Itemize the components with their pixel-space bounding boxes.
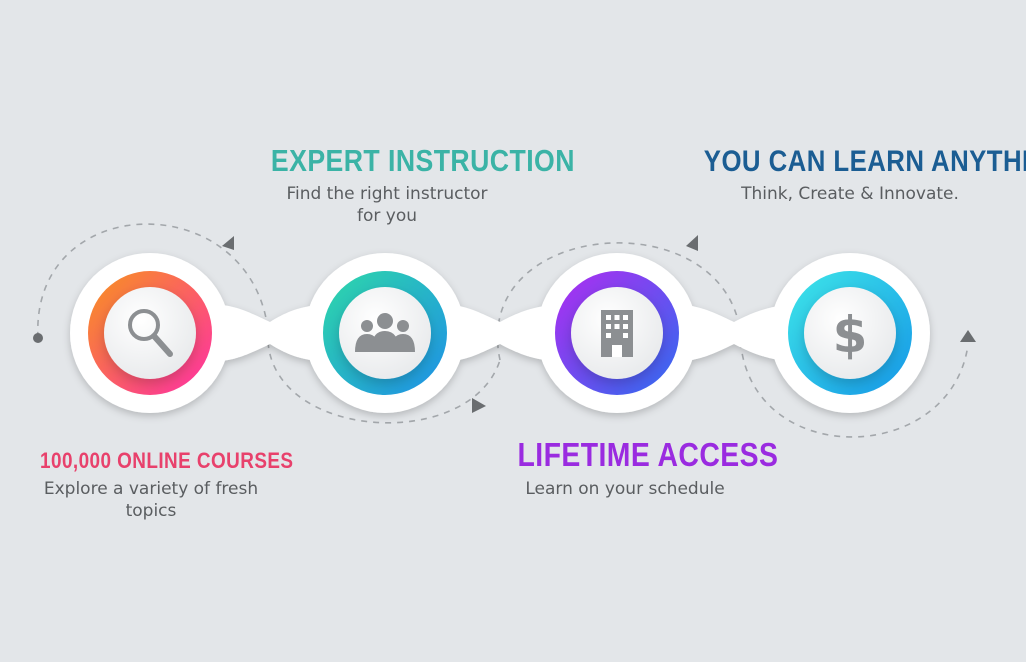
dollar-icon: $ bbox=[833, 306, 868, 364]
step-desc-2-line-2: for you bbox=[356, 206, 417, 226]
step-node-1 bbox=[88, 271, 212, 395]
step-desc-3-line-1: Learn on your schedule bbox=[525, 479, 725, 499]
step-desc-2: Find the right instructor for you bbox=[252, 183, 522, 227]
step-title-2: EXPERT INSTRUCTION bbox=[270, 143, 575, 178]
search-icon bbox=[128, 309, 173, 357]
arrow-head-4 bbox=[960, 330, 976, 342]
dashed-arc-4 bbox=[739, 329, 969, 438]
arrow-head-2 bbox=[472, 398, 486, 413]
step-desc-1-line-2: topics bbox=[125, 501, 177, 521]
arrow-markers bbox=[222, 235, 976, 413]
people-icon bbox=[355, 313, 415, 352]
dashed-arc-1 bbox=[37, 223, 269, 339]
step-node-4: $ bbox=[788, 271, 912, 395]
step-desc-2-line-1: Find the right instructor bbox=[286, 184, 488, 204]
dashed-arc-2 bbox=[267, 329, 501, 424]
building-icon bbox=[601, 310, 633, 357]
dashed-arc-3 bbox=[496, 242, 741, 361]
arrow-head-1 bbox=[222, 236, 234, 250]
step-desc-1-line-1: Explore a variety of fresh bbox=[43, 479, 259, 499]
step-desc-4: Think, Create & Innovate. bbox=[680, 183, 1020, 205]
step-caption-3: LIFETIME ACCESS Learn on your schedule bbox=[500, 436, 779, 500]
step-caption-1: 100,000 ONLINE COURSES Explore a variety… bbox=[22, 448, 294, 522]
step-desc-4-line-1: Think, Create & Innovate. bbox=[741, 184, 959, 204]
dashed-connectors bbox=[37, 223, 969, 438]
step-desc-3: Learn on your schedule bbox=[500, 478, 750, 500]
arrow-head-3 bbox=[686, 235, 698, 251]
step-desc-1: Explore a variety of fresh topics bbox=[22, 478, 280, 522]
step-caption-2: EXPERT INSTRUCTION Find the right instru… bbox=[252, 143, 575, 227]
step-title-3: LIFETIME ACCESS bbox=[517, 436, 779, 473]
step-node-2 bbox=[323, 271, 447, 395]
start-dot bbox=[33, 333, 43, 343]
step-caption-4: YOU CAN LEARN ANYTHING Think, Create & I… bbox=[680, 145, 1026, 205]
step-title-4: YOU CAN LEARN ANYTHING bbox=[703, 145, 1026, 178]
step-title-1: 100,000 ONLINE COURSES bbox=[40, 448, 294, 473]
step-node-3 bbox=[555, 271, 679, 395]
